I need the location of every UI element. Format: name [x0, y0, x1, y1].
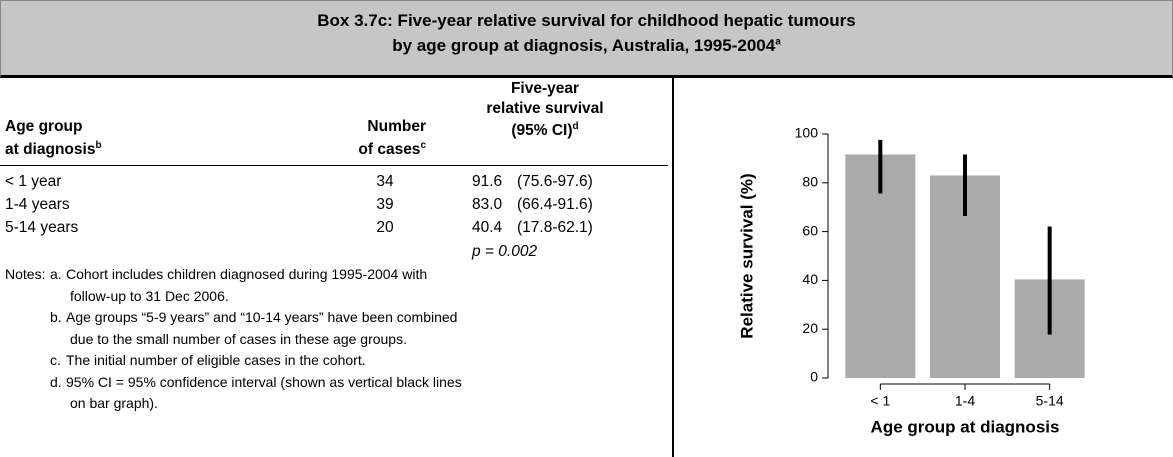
note-line: on bar graph).	[70, 395, 158, 411]
note-letter: b.	[50, 309, 62, 325]
col-header-text: (95% CI)	[511, 122, 573, 140]
note-line: Cohort includes children diagnosed durin…	[66, 266, 428, 282]
title-line: by age group at diagnosis, Australia, 19…	[1, 36, 1172, 56]
ci: (17.8-62.1)	[517, 219, 593, 236]
survival: 40.4	[472, 219, 503, 236]
col-header: Number	[367, 118, 426, 135]
ci: (75.6-97.6)	[517, 173, 593, 190]
col-header-sup: d	[572, 121, 579, 132]
col-header-text: at diagnosis	[5, 141, 96, 159]
ci: (66.4-91.6)	[517, 196, 593, 213]
col-header-text: of cases	[358, 141, 421, 159]
title-text: by age group at diagnosis, Australia, 19…	[392, 36, 776, 55]
cases: 34	[376, 173, 394, 190]
x-tick-label: 1-4	[955, 393, 975, 409]
y-tick-label: 40	[802, 271, 818, 287]
age-group: 5-14 years	[5, 219, 79, 236]
col-header: (95% CI)d	[445, 121, 645, 140]
x-tick-label: 5-14	[1036, 393, 1064, 409]
title-line: Box 3.7c: Five-year relative survival fo…	[317, 11, 856, 30]
col-header: Five-year	[510, 80, 580, 97]
y-tick-label: 60	[802, 222, 818, 238]
y-tick-label: 100	[795, 125, 819, 141]
note-line: Age groups “5-9 years” and “10-14 years”…	[66, 309, 458, 325]
y-axis-title: Relative survival (%)	[737, 173, 756, 338]
note-letter: c.	[50, 352, 61, 368]
col-header-sup: c	[420, 140, 426, 151]
p-value: p = 0.002	[472, 243, 538, 260]
cases: 39	[376, 196, 394, 213]
x-axis-title: Age group at diagnosis	[871, 417, 1060, 436]
note-line: The initial number of eligible cases in …	[66, 352, 366, 368]
col-header: relative survival	[486, 100, 604, 117]
age-group: < 1 year	[5, 173, 62, 190]
x-tick-label: < 1	[870, 393, 890, 409]
header: Box 3.7c: Five-year relative survival fo…	[0, 0, 1173, 78]
header-rule	[0, 165, 668, 166]
note-line: due to the small number of cases in thes…	[70, 330, 407, 347]
y-tick-label: 20	[802, 320, 818, 336]
survival: 91.6	[472, 173, 503, 190]
title-sup: a	[775, 36, 781, 48]
note-line: follow-up to 31 Dec 2006.	[70, 287, 229, 304]
note-line: 95% CI = 95% confidence interval (shown …	[66, 373, 462, 390]
y-tick-label: 80	[802, 174, 818, 190]
col-header-sup: b	[95, 140, 102, 151]
col-header: at diagnosisb	[5, 140, 102, 159]
col-header: Age group	[5, 118, 83, 135]
note-letter: a.	[50, 266, 62, 282]
note-letter: d.	[50, 373, 62, 390]
age-group: 1-4 years	[5, 196, 70, 213]
divider	[672, 78, 674, 457]
survival: 83.0	[472, 196, 503, 213]
notes-label: Notes:	[5, 266, 46, 282]
y-tick-label: 0	[810, 369, 818, 385]
col-header: of casesc	[300, 140, 426, 159]
cases: 20	[376, 219, 394, 236]
